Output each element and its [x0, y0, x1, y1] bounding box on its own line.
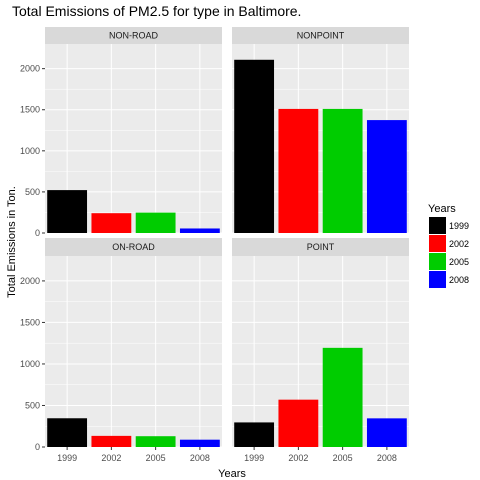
y-tick-label: 2000 [20, 276, 40, 286]
bar-point-1999 [234, 422, 275, 447]
facet-strip-label: NONPOINT [297, 31, 345, 41]
y-tick-label: 500 [25, 400, 40, 410]
panel-background [232, 256, 409, 447]
facet-strip-label: POINT [307, 242, 335, 252]
x-tick-label: 1999 [244, 453, 264, 463]
panel-point: POINT 1999 2002 2005 2008 [232, 238, 409, 463]
bar-nonpoint-2008 [366, 120, 407, 233]
bar-non-road-2008 [179, 228, 220, 233]
bar-on-road-2005 [135, 436, 176, 447]
panel-on-road: ON-ROAD 0 500 1000 1500 2000 1999 2002 2005 2008 [20, 238, 222, 463]
legend-swatch-2005 [429, 253, 446, 270]
y-tick-label: 1000 [20, 359, 40, 369]
facet-strip [232, 27, 409, 44]
bar-point-2005 [322, 347, 363, 447]
bar-nonpoint-2005 [322, 108, 363, 233]
legend-swatch-2008 [429, 271, 446, 288]
bar-non-road-2005 [135, 212, 176, 233]
facet-strip [45, 27, 222, 44]
facet-strip [232, 238, 409, 256]
facet-strip-label: NON-ROAD [109, 31, 158, 41]
y-tick-label: 1000 [20, 146, 40, 156]
x-axis-title: Years [218, 468, 246, 480]
x-tick-label: 2008 [190, 453, 210, 463]
legend-title: Years [428, 203, 456, 215]
x-tick-label: 2002 [288, 453, 308, 463]
panel-background [45, 256, 222, 447]
y-tick-label: 2000 [20, 64, 40, 74]
x-tick-label: 1999 [57, 453, 77, 463]
bar-non-road-2002 [91, 213, 132, 233]
bar-on-road-2002 [91, 435, 132, 447]
bar-point-2008 [366, 418, 407, 447]
legend-label-2002: 2002 [449, 239, 469, 249]
legend: Years 1999 2002 2005 2008 [428, 203, 469, 288]
y-tick-label: 0 [35, 442, 40, 452]
facet-strip-label: ON-ROAD [112, 242, 155, 252]
legend-label-2008: 2008 [449, 275, 469, 285]
panel-non-road: NON-ROAD 0 500 1000 1500 2000 [20, 27, 222, 238]
x-tick-label: 2005 [146, 453, 166, 463]
y-tick-label: 1500 [20, 105, 40, 115]
legend-swatch-1999 [429, 217, 446, 234]
panel-nonpoint: NONPOINT [232, 27, 409, 234]
bar-on-road-2008 [179, 439, 220, 447]
y-tick-label: 0 [35, 228, 40, 238]
legend-swatch-2002 [429, 235, 446, 252]
x-tick-label: 2005 [333, 453, 353, 463]
bar-non-road-1999 [47, 190, 88, 233]
x-tick-label: 2008 [377, 453, 397, 463]
facet-strip [45, 238, 222, 256]
bar-nonpoint-1999 [234, 59, 275, 233]
facet-panels: NON-ROAD 0 500 1000 1500 2000 NONPOINT ON-ROAD 0… [20, 27, 409, 463]
x-tick-label: 2002 [101, 453, 121, 463]
y-tick-label: 500 [25, 187, 40, 197]
legend-label-1999: 1999 [449, 221, 469, 231]
y-axis-title: Total Emissions in Ton. [6, 186, 18, 298]
chart-title: Total Emissions of PM2.5 for type in Bal… [12, 3, 301, 19]
bar-on-road-1999 [47, 418, 88, 447]
bar-nonpoint-2002 [278, 108, 319, 233]
bar-point-2002 [278, 399, 319, 447]
y-tick-label: 1500 [20, 317, 40, 327]
legend-label-2005: 2005 [449, 257, 469, 267]
